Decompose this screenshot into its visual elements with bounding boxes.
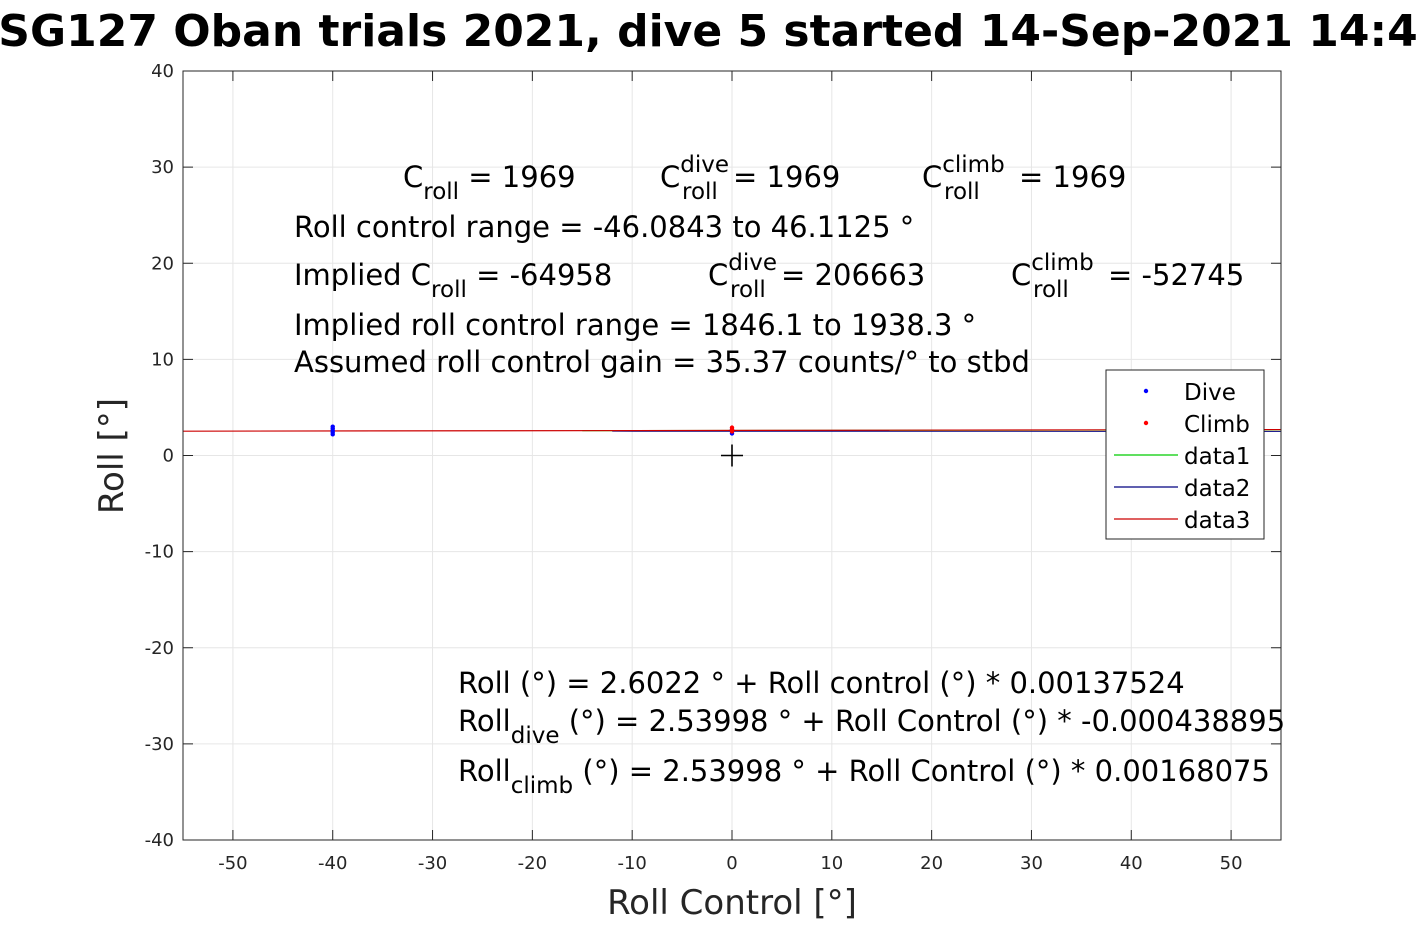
y-tick-label: 30 xyxy=(151,157,174,178)
legend-marker-climb xyxy=(1143,420,1149,426)
x-axis-label: Roll Control [°] xyxy=(607,883,857,923)
x-tick-label: -30 xyxy=(418,853,447,874)
y-tick-label: -10 xyxy=(145,542,174,563)
annotation-gain: Assumed roll control gain = 35.37 counts… xyxy=(294,345,1030,379)
y-tick-label: 0 xyxy=(163,446,174,467)
x-tick-label: -50 xyxy=(218,853,247,874)
legend-label-dive: Dive xyxy=(1184,380,1236,406)
y-axis-label: Roll [°] xyxy=(92,398,132,514)
annotation-range: Roll control range = -46.0843 to 46.1125… xyxy=(294,210,914,244)
x-tick-label: -40 xyxy=(318,853,347,874)
annotation-implied-range: Implied roll control range = 1846.1 to 1… xyxy=(294,308,976,342)
annotation-implied-dive: Cdive xyxy=(708,250,777,292)
y-tick-label: 10 xyxy=(151,349,174,370)
origin-plus-marker xyxy=(721,444,743,467)
x-tick-label: 30 xyxy=(1020,853,1043,874)
legend-label-climb: Climb xyxy=(1184,412,1250,438)
data-point-climb xyxy=(729,425,735,430)
legend-marker-dive xyxy=(1143,388,1149,394)
x-tick-label: -20 xyxy=(518,853,547,874)
y-tick-label: -20 xyxy=(145,638,174,659)
annotation-c-roll-dive-sub: roll = 1969 xyxy=(682,160,840,205)
legend-label-data1: data1 xyxy=(1184,444,1250,470)
x-tick-label: 10 xyxy=(820,853,843,874)
annotation-c-roll-climb-sub: roll = 1969 xyxy=(944,160,1126,205)
legend: Dive Climb data1 data2 data3 xyxy=(1105,369,1265,540)
annotation-implied-climb: Cclimb xyxy=(1011,250,1094,292)
annotation-fit-climb: Rollclimb (°) = 2.53998 ° + Roll Control… xyxy=(458,754,1270,799)
x-tick-label: 40 xyxy=(1120,853,1143,874)
x-tick-label: 0 xyxy=(726,853,737,874)
x-tick-label: 50 xyxy=(1220,853,1243,874)
legend-label-data3: data3 xyxy=(1184,508,1250,534)
annotations: Croll = 1969 Cdive roll = 1969 Cclimb ro… xyxy=(294,152,1285,799)
x-tick-label: 20 xyxy=(920,853,943,874)
annotation-fit-dive: Rolldive (°) = 2.53998 ° + Roll Control … xyxy=(458,704,1285,749)
annotation-fit: Roll (°) = 2.6022 ° + Roll control (°) *… xyxy=(458,666,1185,700)
y-tick-label: -40 xyxy=(145,830,174,851)
y-tick-label: 20 xyxy=(151,253,174,274)
annotation-c-roll: Croll = 1969 xyxy=(403,160,576,205)
axis-ticks: -50 -40 -30 -20 -10 0 10 20 30 40 50 -40 -30 -20 -10 0 1… xyxy=(145,61,1281,874)
annotation-implied-climb-sub: roll = -52745 xyxy=(1033,258,1244,303)
annotation-implied-c-roll: Implied Croll = -64958 xyxy=(294,258,612,303)
data-point-dive xyxy=(330,424,335,429)
x-tick-label: -10 xyxy=(617,853,646,874)
chart-title: SG127 Oban trials 2021, dive 5 started 1… xyxy=(0,6,1417,57)
legend-label-data2: data2 xyxy=(1184,476,1250,502)
annotation-implied-dive-sub: roll = 206663 xyxy=(730,258,925,303)
annotation-c-roll-dive: Cdive xyxy=(660,152,729,194)
y-tick-label: 40 xyxy=(151,61,174,82)
y-tick-label: -30 xyxy=(145,734,174,755)
annotation-c-roll-climb: Cclimb xyxy=(922,152,1005,194)
